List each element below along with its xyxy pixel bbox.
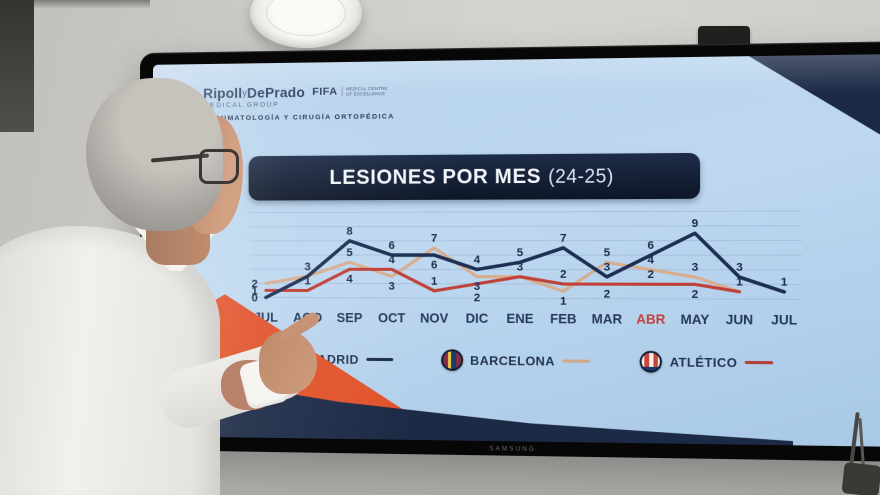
chart-label: 2 — [474, 292, 480, 304]
chart-label: 4 — [474, 254, 481, 266]
chart-label: 5 — [346, 247, 352, 259]
gridline — [250, 211, 802, 213]
chart-label: 2 — [692, 289, 699, 302]
chart-label: 0 — [252, 292, 258, 304]
ceiling-access-point — [250, 0, 362, 48]
door-edge — [0, 0, 34, 132]
chart-label: 4 — [346, 273, 353, 285]
legend-label: BARCELONA — [470, 353, 555, 369]
chart-label: ABR — [636, 312, 665, 327]
chart-label: 2 — [604, 288, 611, 300]
chart-label: 8 — [346, 226, 352, 238]
atletico-crest-icon — [639, 350, 663, 373]
presenter-glasses — [199, 149, 239, 184]
legend-item-atletico: ATLÉTICO — [639, 350, 774, 374]
r-madrid-line-swatch — [366, 357, 393, 362]
cable-box — [841, 462, 880, 495]
brand-text: RipollyDePrado — [203, 84, 306, 102]
series-line-r-madrid — [266, 233, 784, 299]
gridline — [250, 226, 802, 227]
chart-label: 1 — [431, 276, 437, 288]
chart-label: OCT — [378, 311, 406, 325]
chart-label: ENE — [506, 312, 533, 327]
chart-label: MAR — [592, 312, 622, 327]
legend-label: ATLÉTICO — [669, 354, 738, 370]
fifa-logo: FIFA — [312, 85, 338, 98]
chart-label: 3 — [692, 261, 699, 274]
chart-label: MAY — [681, 312, 711, 327]
ceiling-shadow — [0, 0, 150, 9]
chart-label: 9 — [692, 218, 699, 231]
presenter-shirt — [0, 226, 220, 495]
clinic-tagline: TRAUMATOLOGÍA Y CIRUGÍA ORTOPÉDICA — [203, 113, 395, 123]
chart-label: 4 — [647, 254, 655, 266]
chart-label: 3 — [389, 281, 395, 293]
fifa-caption: MEDICAL CENTRE OF EXCELLENCE — [341, 85, 396, 97]
injuries-line-chart-svg: 210JUL31AGO854SEP643OCT761NOV432DIC53ENE… — [246, 209, 807, 328]
chart-label: JUN — [726, 313, 753, 328]
injuries-line-chart: 210JUL31AGO854SEP643OCT761NOV432DIC53ENE… — [246, 209, 807, 333]
chart-label: 3 — [474, 281, 480, 293]
chart-label: 1 — [781, 276, 788, 289]
chart-label: 6 — [647, 240, 654, 252]
chart-label: DIC — [466, 311, 489, 325]
chart-label: 2 — [647, 269, 654, 282]
barcelona-line-swatch — [562, 359, 591, 364]
chart-label: 1 — [304, 275, 310, 287]
clinic-logo: RipollyDePrado FIFA MEDICAL CENTRE OF EX… — [203, 84, 396, 123]
tv-brand-logo: SAMSUNG — [489, 446, 537, 454]
gridline — [250, 297, 802, 299]
chart-label: 5 — [517, 247, 523, 259]
season-label: (24-25) — [548, 165, 615, 189]
chart-label: 2 — [560, 269, 567, 281]
legend-item-barcelona: BARCELONA — [440, 349, 591, 372]
atletico-line-swatch — [745, 360, 774, 365]
barcelona-crest-icon — [440, 349, 463, 371]
slide-corner-decoration — [699, 54, 880, 153]
chart-label: NOV — [420, 311, 449, 325]
chart-label: 1 — [736, 276, 743, 289]
chart-label: 3 — [736, 261, 743, 274]
chart-label: 7 — [431, 233, 437, 245]
chart-label: 3 — [517, 261, 523, 273]
chart-label: 4 — [389, 254, 396, 266]
medical-group-label: MEDICAL GROUP — [203, 101, 280, 110]
chart-label: 7 — [560, 232, 567, 244]
chart-label: 2 — [252, 278, 258, 290]
chart-title: LESIONES POR MES — [329, 164, 542, 190]
chart-label: 1 — [560, 295, 567, 307]
chart-label: 6 — [389, 240, 395, 252]
chart-label: SEP — [337, 311, 363, 325]
chart-label: JUL — [771, 313, 797, 328]
chart-title-bar: LESIONES POR MES (24-25) — [248, 152, 701, 201]
chart-label: 5 — [604, 247, 611, 259]
chart-label: 6 — [431, 259, 437, 271]
chart-label: 1 — [252, 285, 258, 297]
chart-label: 3 — [304, 261, 310, 273]
chart-label: 3 — [604, 261, 611, 273]
chart-label: FEB — [550, 312, 577, 327]
